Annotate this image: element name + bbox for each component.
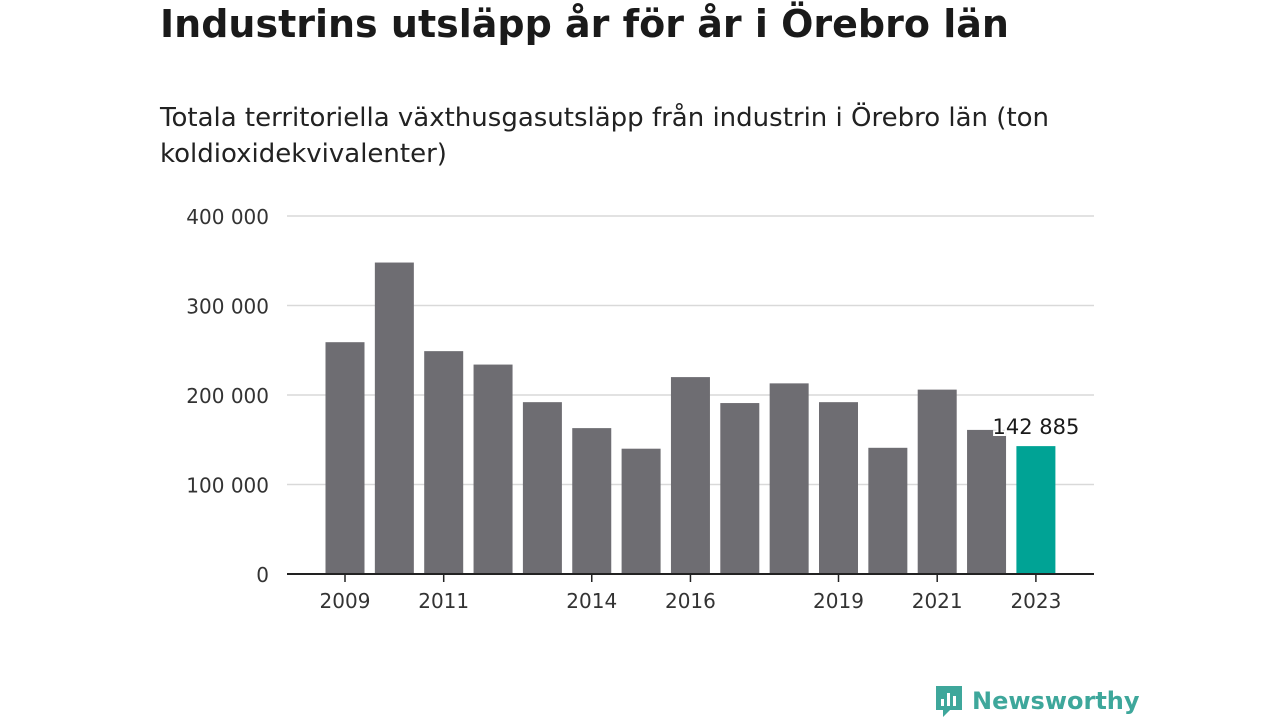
y-tick-label: 100 000 [186, 474, 269, 498]
bar-2009 [325, 342, 365, 574]
gridlines [287, 215, 1094, 486]
newsworthy-logo-icon [936, 686, 962, 717]
chart-subtitle: Totala territoriella växthusgasutsläpp f… [160, 103, 1050, 169]
x-tick-label: 2011 [418, 589, 469, 613]
bar-2010 [374, 262, 414, 574]
bar-2014 [572, 428, 612, 574]
bar-2015 [621, 448, 661, 574]
x-axis-tick-labels: 2009 2011 2014 2016 2019 2021 2023 [320, 589, 1062, 613]
bar-2018 [769, 383, 809, 574]
x-tick-label: 2009 [320, 589, 371, 613]
x-tick-label: 2021 [912, 589, 963, 613]
y-tick-label: 200 000 [186, 384, 269, 408]
chart-title: Industrins utsläpp år för år i Örebro lä… [160, 2, 1009, 46]
bar-2022 [967, 429, 1007, 574]
y-tick-label: 300 000 [186, 295, 269, 319]
x-tick-label: 2014 [566, 589, 617, 613]
y-tick-label: 400 000 [186, 205, 269, 229]
x-tick-label: 2016 [665, 589, 716, 613]
bar-2012 [473, 364, 513, 574]
bar-2019 [819, 402, 858, 574]
brand-name: Newsworthy [972, 687, 1140, 715]
bar-2021 [917, 389, 957, 574]
brand-logo: Newsworthy [934, 684, 1140, 718]
x-tick-label: 2023 [1010, 589, 1061, 613]
y-tick-label: 0 [256, 563, 269, 587]
x-axis [287, 573, 1094, 582]
bar-2020 [868, 447, 908, 574]
bar-2023 [1016, 446, 1056, 574]
data-labels: 142 885 [990, 413, 1081, 441]
bar-2017 [720, 403, 760, 574]
y-axis-tick-labels: 0 100 000 200 000 300 000 400 000 [186, 205, 269, 587]
bar-2016 [670, 377, 710, 574]
bar-2013 [522, 402, 562, 574]
bars [325, 262, 1056, 574]
data-label-2023: 142 885 [992, 415, 1079, 439]
x-tick-label: 2019 [813, 589, 864, 613]
bar-2011 [424, 351, 464, 574]
